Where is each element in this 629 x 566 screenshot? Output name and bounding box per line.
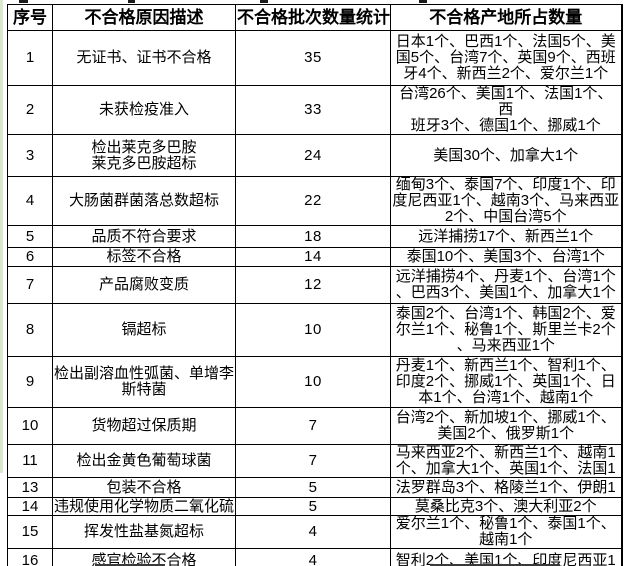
cell-reason: 大肠菌群菌落总数超标: [52, 176, 236, 226]
cell-reason: 品质不符合要求: [52, 225, 236, 248]
cell-count: 12: [235, 266, 391, 304]
cell-serial: 2: [7, 85, 53, 135]
cell-reason: 检出副溶血性弧菌、单增李 斯特菌: [52, 356, 236, 408]
cell-serial: 6: [7, 247, 53, 267]
cell-count: 7: [235, 407, 391, 445]
table-row: 7 产品腐败变质 12 远洋捕捞4个、丹麦1个、台湾1个 、巴西3个、美国1个、…: [7, 266, 622, 304]
cell-count: 14: [235, 247, 391, 267]
clipped-row-above: [0, 0, 629, 4]
col-header-reason: 不合格原因描述: [52, 4, 236, 31]
table-row: 1 无证书、证书不合格 35 日本1个、巴西1个、法国5个、美 国5个、台湾7个…: [7, 30, 622, 86]
cell-count: 5: [235, 477, 391, 498]
cell-count: 22: [235, 176, 391, 226]
cell-origins: 爱尔兰1个、秘鲁1个、泰国1个、 越南1个: [390, 515, 622, 549]
table-row: 9 检出副溶血性弧菌、单增李 斯特菌 10 丹麦1个、新西兰1个、智利1个、 印…: [7, 356, 622, 408]
table-row: 11 检出金黄色葡萄球菌 7 马来西亚2个、新西兰1个、越南1 个、加拿大1个、…: [7, 444, 622, 478]
cell-serial: 4: [7, 176, 53, 226]
cell-origins: 日本1个、巴西1个、法国5个、美 国5个、台湾7个、英国9个、西班 牙4个、新西…: [390, 30, 622, 86]
cell-serial: 3: [7, 134, 53, 177]
cell-origins: 远洋捕捞17个、新西兰1个: [390, 225, 622, 248]
cell-serial: 14: [7, 497, 53, 516]
cell-count: 7: [235, 444, 391, 478]
cell-serial: 16: [7, 548, 53, 566]
cell-serial: 5: [7, 225, 53, 248]
cell-reason: 挥发性盐基氮超标: [52, 515, 236, 549]
cell-reason: 未获检疫准入: [52, 85, 236, 135]
table-row: 16 感官检验不合格 4 智利2个、美国1个、印度尼西亚1: [7, 548, 622, 566]
cell-reason: 无证书、证书不合格: [52, 30, 236, 86]
cell-count: 35: [235, 30, 391, 86]
cell-reason: 标签不合格: [52, 247, 236, 267]
cell-serial: 11: [7, 444, 53, 478]
col-header-count: 不合格批次数量统计: [235, 4, 391, 31]
nonconforming-products-table: 序号 不合格原因描述 不合格批次数量统计 不合格产地所占数量 1 无证书、证书不…: [7, 4, 623, 566]
cell-origins: 莫桑比克3个、澳大利亚2个: [390, 497, 622, 516]
cell-origins: 法罗群岛3个、格陵兰1个、伊朗1: [390, 477, 622, 498]
cell-origins: 泰国2个、台湾1个、韩国2个、爱 尔兰1个、秘鲁1个、斯里兰卡2个 、马来西亚1…: [390, 303, 622, 357]
cell-reason: 检出金黄色葡萄球菌: [52, 444, 236, 478]
cell-origins: 台湾2个、新加坡1个、挪威1个、 美国2个、俄罗斯1个: [390, 407, 622, 445]
cell-serial: 7: [7, 266, 53, 304]
cell-reason: 货物超过保质期: [52, 407, 236, 445]
cell-origins: 美国30个、加拿大1个: [390, 134, 622, 177]
table-row: 15 挥发性盐基氮超标 4 爱尔兰1个、秘鲁1个、泰国1个、 越南1个: [7, 515, 622, 549]
cell-serial: 15: [7, 515, 53, 549]
cell-origins: 丹麦1个、新西兰1个、智利1个、 印度2个、挪威1个、英国1个、日 本1个、台湾…: [390, 356, 622, 408]
cell-serial: 8: [7, 303, 53, 357]
cell-count: 4: [235, 548, 391, 566]
cell-reason: 违规使用化学物质二氧化硫: [52, 497, 236, 516]
cell-origins: 马来西亚2个、新西兰1个、越南1 个、加拿大1个、英国1个、法国1: [390, 444, 622, 478]
cell-count: 33: [235, 85, 391, 135]
cell-reason: 检出莱克多巴胺 莱克多巴胺超标: [52, 134, 236, 177]
page-edge-strip: [0, 0, 3, 473]
cell-count: 5: [235, 497, 391, 516]
cell-serial: 9: [7, 356, 53, 408]
cell-origins: 泰国10个、美国3个、台湾1个: [390, 247, 622, 267]
cell-serial: 1: [7, 30, 53, 86]
table-row: 6 标签不合格 14 泰国10个、美国3个、台湾1个: [7, 247, 622, 267]
table-row: 14 违规使用化学物质二氧化硫 5 莫桑比克3个、澳大利亚2个: [7, 497, 622, 516]
table-row: 4 大肠菌群菌落总数超标 22 缅甸3个、泰国7个、印度1个、印 度尼西亚1个、…: [7, 176, 622, 226]
table-row: 5 品质不符合要求 18 远洋捕捞17个、新西兰1个: [7, 225, 622, 248]
cell-count: 10: [235, 303, 391, 357]
cell-origins: 远洋捕捞4个、丹麦1个、台湾1个 、巴西3个、美国1个、加拿大1个: [390, 266, 622, 304]
cell-origins: 缅甸3个、泰国7个、印度1个、印 度尼西亚1个、越南3个、马来西亚 2个、中国台…: [390, 176, 622, 226]
table-row: 3 检出莱克多巴胺 莱克多巴胺超标 24 美国30个、加拿大1个: [7, 134, 622, 177]
cell-reason: 包装不合格: [52, 477, 236, 498]
cell-serial: 13: [7, 477, 53, 498]
col-header-origins: 不合格产地所占数量: [390, 4, 622, 31]
cell-origins: 智利2个、美国1个、印度尼西亚1: [390, 548, 622, 566]
cell-origins: 台湾26个、美国1个、法国1个、西 班牙3个、德国1个、挪威1个: [390, 85, 622, 135]
cell-reason: 产品腐败变质: [52, 266, 236, 304]
cell-reason: 感官检验不合格: [52, 548, 236, 566]
cell-count: 4: [235, 515, 391, 549]
cell-count: 18: [235, 225, 391, 248]
cell-count: 10: [235, 356, 391, 408]
cell-serial: 10: [7, 407, 53, 445]
col-header-serial: 序号: [7, 4, 53, 31]
table-row: 10 货物超过保质期 7 台湾2个、新加坡1个、挪威1个、 美国2个、俄罗斯1个: [7, 407, 622, 445]
header-row: 序号 不合格原因描述 不合格批次数量统计 不合格产地所占数量: [7, 4, 622, 31]
table-row: 13 包装不合格 5 法罗群岛3个、格陵兰1个、伊朗1: [7, 477, 622, 498]
cell-reason: 镉超标: [52, 303, 236, 357]
cell-count: 24: [235, 134, 391, 177]
table-row: 2 未获检疫准入 33 台湾26个、美国1个、法国1个、西 班牙3个、德国1个、…: [7, 85, 622, 135]
table-row: 8 镉超标 10 泰国2个、台湾1个、韩国2个、爱 尔兰1个、秘鲁1个、斯里兰卡…: [7, 303, 622, 357]
